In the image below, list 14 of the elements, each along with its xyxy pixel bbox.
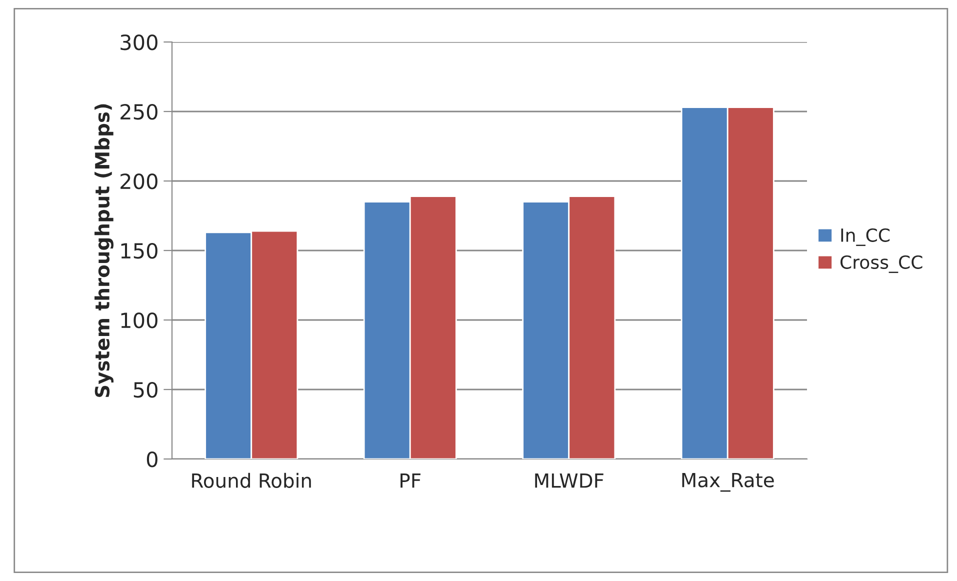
legend-label: Cross_CC (840, 255, 922, 273)
y-tick-label: 50 (134, 382, 158, 398)
x-tick-label: Round Robin (192, 472, 311, 488)
y-tick-label: 150 (121, 242, 158, 259)
legend-label: In_CC (841, 228, 890, 246)
x-tick-label: PF (400, 473, 420, 488)
y-axis-title: System throughput (Mbps) (94, 104, 114, 398)
x-tick-label: Max_Rate (682, 472, 774, 492)
y-tick-label: 300 (120, 34, 158, 50)
y-tick-label: 0 (146, 451, 158, 468)
x-tick-label: MLWDF (535, 473, 604, 488)
y-tick-label: 200 (120, 173, 158, 190)
y-tick-label: 250 (120, 104, 158, 120)
y-tick-label: 100 (121, 312, 158, 328)
